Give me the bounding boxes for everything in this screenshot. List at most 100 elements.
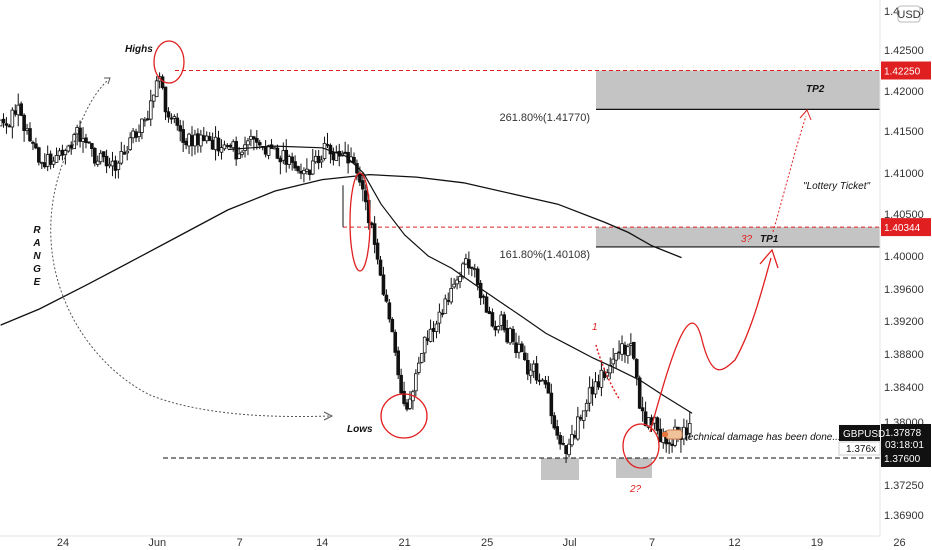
candle-body (310, 160, 315, 175)
y-tick-label: 1.37250 (884, 480, 924, 492)
currency-badge[interactable] (897, 5, 921, 23)
hand-cuff-icon (662, 432, 668, 437)
x-tick-label: Jul (563, 537, 577, 549)
candle-body (148, 100, 153, 120)
candle-body (564, 445, 568, 454)
other-tag-label: 1.376x (846, 444, 876, 455)
candle-body (322, 142, 327, 159)
candle-body (266, 145, 271, 156)
candle-body (69, 144, 74, 149)
candle-body (490, 312, 495, 327)
candle-body (640, 407, 645, 412)
candle-body (31, 141, 35, 144)
candle-body (384, 294, 389, 302)
x-tick-label: 7 (649, 537, 655, 549)
candle-body (611, 358, 615, 365)
current-price-tag-bg (881, 423, 931, 452)
candle-body (181, 129, 185, 143)
candle-body (517, 343, 521, 353)
candle-body (293, 161, 297, 169)
candle-body (437, 311, 442, 324)
projection-path (649, 257, 772, 433)
pullback-dotted-line (595, 344, 621, 401)
candle-body (614, 352, 618, 361)
candle-body (228, 144, 233, 148)
candle-body (543, 380, 548, 385)
candle-body (458, 276, 462, 283)
candle-body (546, 382, 551, 394)
candle-body (252, 136, 256, 140)
candle-body (596, 381, 601, 388)
lows-price-tag: 1.37600 (884, 454, 921, 465)
lows-circle (380, 393, 428, 439)
candle-body (278, 157, 283, 163)
candle-body (325, 144, 330, 146)
candle-body (514, 342, 518, 354)
pointing-hand-icon (665, 429, 683, 440)
candle-body (358, 173, 362, 183)
candle-body (667, 442, 671, 445)
candle-body (508, 328, 512, 344)
candle-body (169, 117, 174, 120)
q3-label: 3? (741, 234, 753, 245)
candle-body (57, 150, 62, 157)
candle-body (573, 434, 577, 438)
candle-body (431, 328, 436, 332)
candle-body (240, 151, 244, 155)
candle-body (313, 155, 318, 163)
candle-body (434, 323, 439, 332)
highs-price-tag-bg (881, 61, 931, 80)
candle-body (193, 134, 197, 147)
candle-body (511, 328, 515, 342)
candle-body (154, 80, 159, 98)
y-tick-label: 1.42000 (884, 86, 924, 98)
candle-body (361, 180, 365, 190)
candle-body (296, 166, 300, 172)
candle-body (178, 125, 183, 132)
candle-body (146, 118, 150, 121)
candle-body (163, 86, 168, 113)
y-tick-label: 1.41000 (884, 168, 924, 180)
lottery-dotted-arrow (772, 115, 807, 233)
candle-body (16, 104, 21, 116)
candle-body (372, 223, 377, 245)
candle-body (328, 144, 333, 155)
candle-body (620, 343, 624, 355)
candle-body (263, 146, 268, 155)
x-tick-label: 14 (316, 537, 328, 549)
candle-body (643, 411, 648, 427)
candle-body (399, 374, 403, 394)
current-price-value: 1.37878 (885, 428, 922, 439)
range-down-arrowhead (323, 411, 334, 421)
technical-damage-label: technical damage has been done... (685, 432, 841, 443)
candle-body (196, 133, 200, 146)
candle-body (552, 415, 557, 429)
candle-body (137, 131, 141, 138)
candle-body (140, 118, 144, 133)
candle-body (25, 128, 29, 131)
range-down-arrow (50, 149, 331, 418)
candle-body (90, 143, 94, 149)
candle-body (166, 111, 171, 118)
candle-body (443, 298, 448, 314)
candle-body (237, 153, 241, 159)
tp1-zone (596, 227, 880, 247)
candle-body (319, 159, 324, 163)
candle-body (534, 363, 539, 381)
candle-body (231, 141, 236, 149)
range-label-letter: N (33, 251, 41, 262)
candle-body (523, 352, 527, 361)
x-tick-label: Jun (148, 537, 166, 549)
candle-body (629, 343, 633, 346)
candle-body (440, 312, 445, 315)
candle-body (422, 336, 427, 354)
candle-body (378, 259, 383, 276)
candle-body (331, 152, 336, 161)
x-tick-label: 25 (481, 537, 493, 549)
candle-body (28, 128, 32, 142)
candle-body (34, 143, 38, 149)
candle-body (670, 443, 674, 446)
candle-body (95, 160, 100, 165)
candle-body (308, 169, 312, 175)
